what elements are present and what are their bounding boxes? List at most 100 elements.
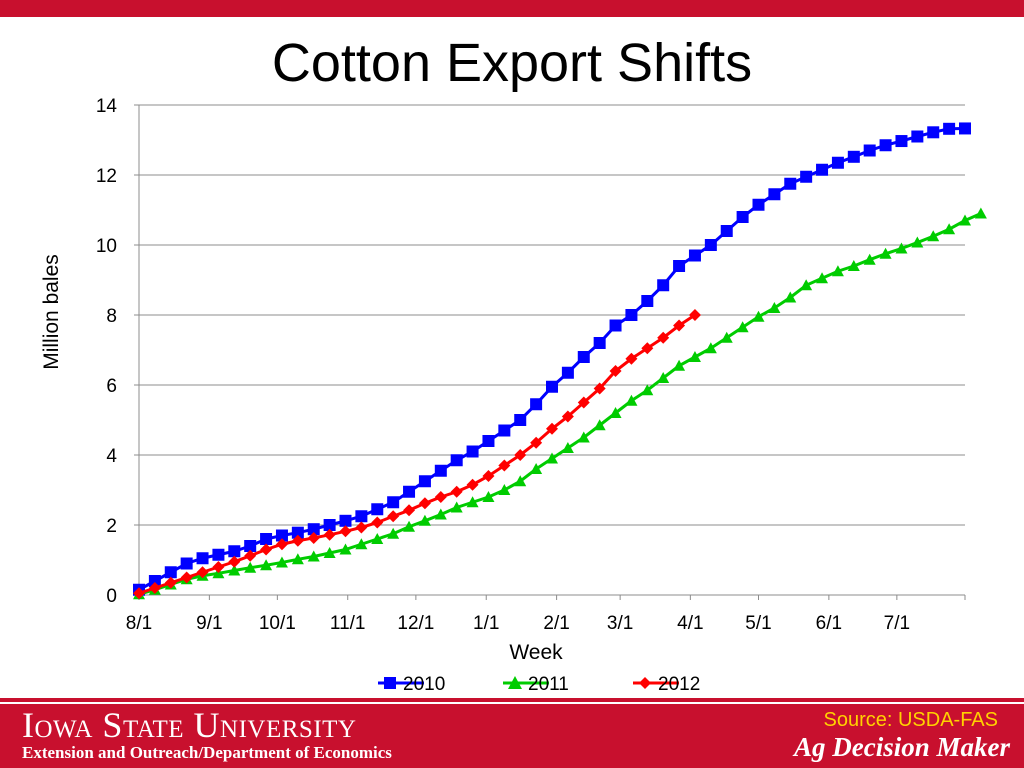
data-point-2011 (403, 520, 416, 532)
data-point-2011 (974, 207, 987, 219)
data-point-2011 (847, 260, 860, 271)
data-point-2011 (275, 556, 288, 568)
data-point-2011 (768, 302, 781, 313)
data-point-2010 (339, 514, 352, 527)
data-point-2010 (180, 557, 193, 570)
data-point-2010 (752, 198, 765, 211)
data-point-2011 (657, 372, 670, 383)
data-point-2010 (863, 144, 876, 157)
data-point-2011 (450, 501, 463, 513)
data-point-2010 (148, 575, 161, 587)
data-point-2011 (784, 291, 797, 303)
data-point-2010 (323, 519, 336, 531)
data-point-2010 (816, 163, 829, 176)
x-tick-label: 10/1 (259, 613, 296, 634)
data-point-2011 (339, 543, 352, 555)
x-axis-label: Week (509, 641, 563, 664)
data-point-2011 (736, 321, 749, 333)
data-point-2010 (164, 566, 177, 579)
data-point-2010 (688, 249, 701, 262)
data-point-2012 (530, 436, 543, 449)
data-point-2010 (546, 380, 558, 393)
y-tick-label: 6 (106, 376, 117, 397)
data-point-2010 (434, 464, 447, 477)
x-tick-label: 2/1 (543, 613, 569, 634)
series-lines (133, 122, 987, 600)
data-point-2010 (260, 533, 273, 545)
data-point-2010 (911, 130, 924, 143)
data-point-2010 (387, 496, 400, 509)
legend: 2010 2011 2012 (378, 674, 700, 695)
y-tick-label: 8 (106, 306, 117, 327)
data-point-2011 (466, 496, 479, 508)
data-point-2010 (609, 319, 622, 332)
y-tick-label: 2 (106, 516, 117, 537)
data-point-2011 (879, 247, 892, 259)
data-point-2010 (927, 126, 940, 139)
x-tick-label: 11/1 (330, 613, 366, 634)
data-point-2010 (800, 170, 813, 183)
source-note: Source: USDA-FAS (823, 709, 998, 731)
data-point-2010 (784, 177, 797, 190)
data-point-2011 (816, 272, 829, 284)
data-point-2011 (307, 550, 320, 562)
data-point-2010 (704, 239, 717, 251)
data-point-2010 (530, 398, 543, 411)
x-tick-label: 9/1 (196, 613, 222, 634)
y-tick-label: 12 (96, 166, 117, 187)
data-point-2012 (244, 549, 257, 562)
data-point-2011 (514, 475, 527, 487)
data-point-2011 (609, 407, 622, 418)
x-tick-label: 1/1 (473, 613, 499, 634)
data-point-2011 (752, 310, 765, 322)
data-point-2011 (530, 463, 543, 474)
data-point-2010 (720, 225, 733, 237)
data-point-2011 (895, 242, 908, 254)
data-point-2011 (927, 230, 940, 242)
data-point-2012 (323, 528, 336, 541)
y-axis-label: Million bales (40, 254, 63, 370)
y-tick-label: 14 (96, 96, 118, 117)
data-point-2012 (450, 485, 463, 498)
university-name: Iowa State University (22, 705, 357, 745)
data-point-2012 (418, 497, 431, 510)
data-point-2011 (641, 384, 654, 396)
data-point-2011 (244, 561, 257, 573)
data-point-2010 (831, 156, 844, 169)
data-point-2012 (561, 410, 574, 423)
data-point-2011 (323, 547, 336, 558)
data-point-2011 (498, 484, 511, 495)
data-point-2012 (673, 319, 686, 332)
data-point-2011 (387, 527, 400, 539)
data-point-2012 (275, 538, 288, 551)
data-point-2011 (800, 279, 813, 291)
data-point-2010 (307, 523, 320, 536)
footer-divider (0, 702, 1024, 704)
data-point-2012 (641, 342, 654, 355)
legend-label-2010: 2010 (403, 674, 445, 695)
data-point-2010 (498, 424, 511, 437)
series-line-2010 (138, 126, 966, 592)
data-point-2012 (228, 555, 241, 568)
data-point-2011 (561, 442, 574, 453)
brand-logo-text: Ag Decision Maker (794, 732, 1010, 762)
data-point-2012 (212, 561, 225, 573)
data-point-2012 (609, 365, 622, 377)
data-point-2010 (593, 337, 606, 349)
slide-title: Cotton Export Shifts (271, 33, 753, 93)
data-point-2010 (625, 309, 638, 321)
data-point-2012 (371, 516, 384, 529)
department-name: Extension and Outreach/Department of Eco… (22, 743, 392, 762)
data-point-2011 (911, 236, 924, 248)
data-point-2011 (355, 538, 368, 550)
x-tick-label: 7/1 (884, 613, 910, 634)
y-tick-label: 0 (106, 586, 117, 607)
data-point-2011 (943, 223, 956, 235)
data-point-2010 (736, 211, 749, 223)
data-point-2011 (371, 533, 384, 544)
data-point-2010 (403, 485, 416, 498)
data-point-2011 (831, 265, 844, 277)
data-point-2012 (688, 309, 701, 321)
data-point-2010 (212, 548, 225, 561)
data-point-2012 (355, 521, 368, 534)
